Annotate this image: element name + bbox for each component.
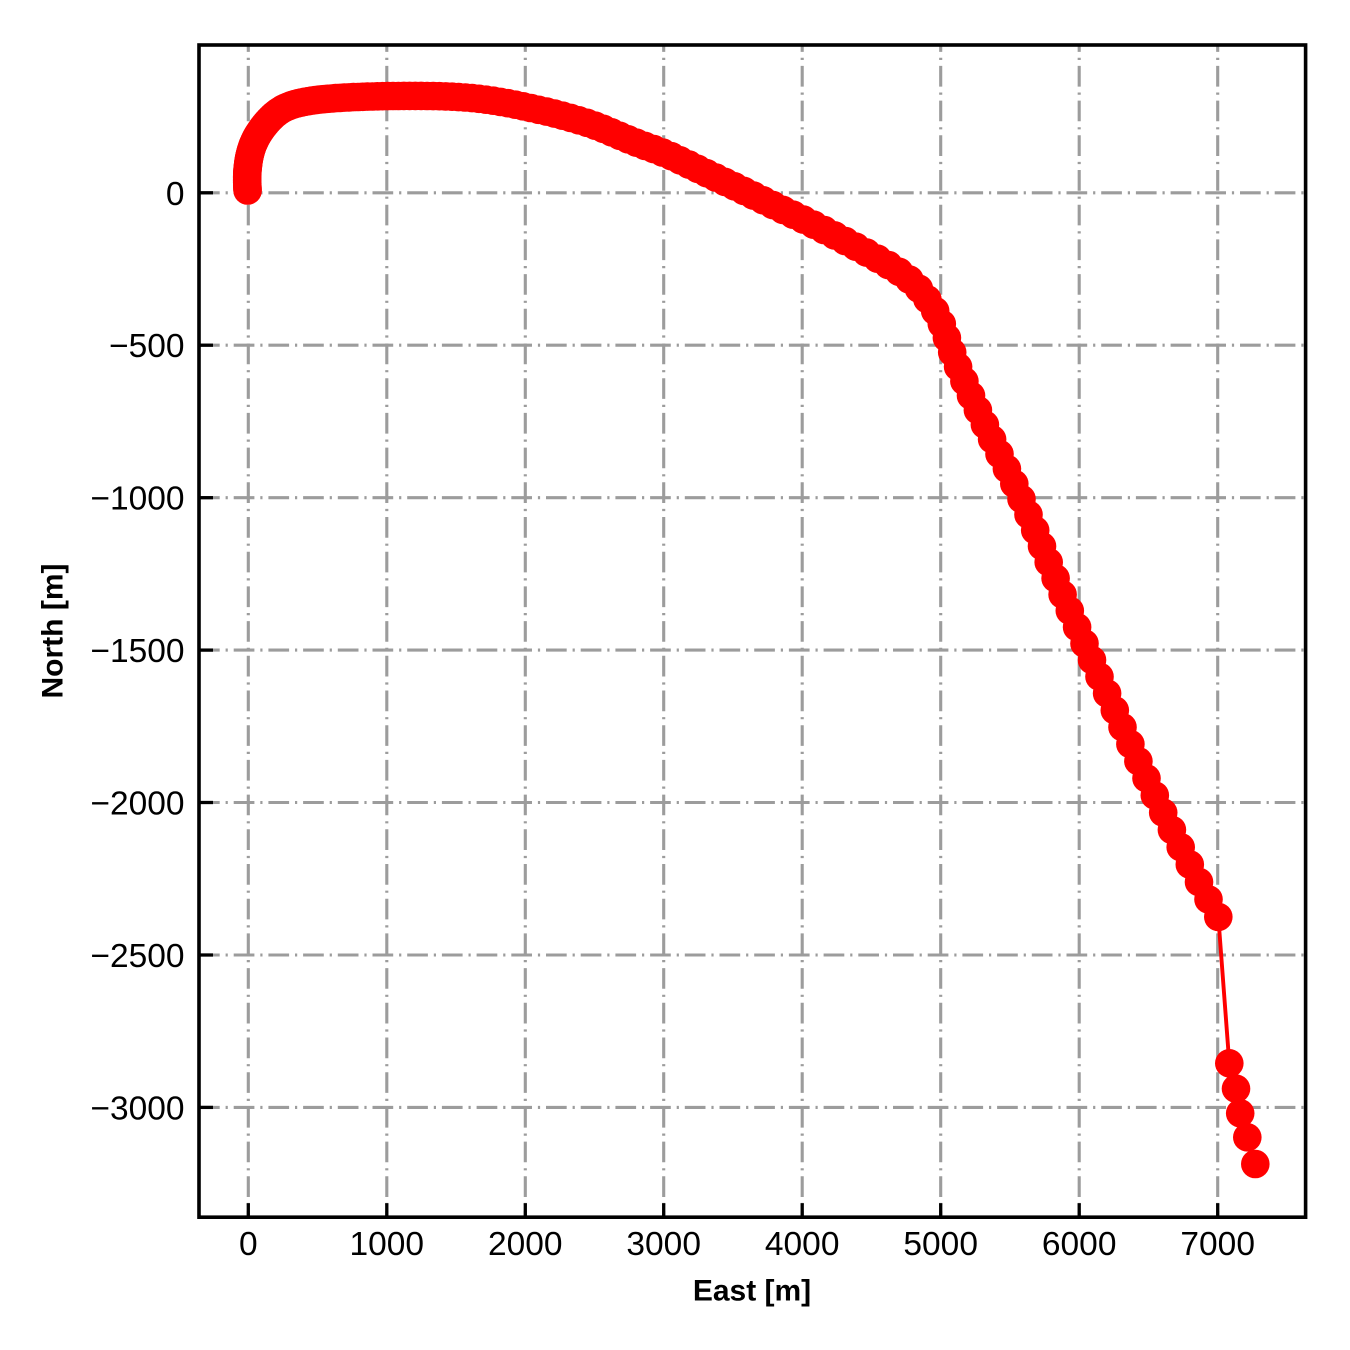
- svg-text:−2500: −2500: [90, 938, 184, 975]
- svg-text:North [m]: North [m]: [37, 564, 70, 699]
- svg-text:−1000: −1000: [90, 481, 184, 518]
- svg-text:5000: 5000: [903, 1226, 978, 1263]
- svg-text:−1500: −1500: [90, 633, 184, 670]
- svg-text:1000: 1000: [350, 1226, 425, 1263]
- svg-text:−3000: −3000: [90, 1090, 184, 1127]
- svg-text:East [m]: East [m]: [693, 1274, 811, 1307]
- svg-text:3000: 3000: [626, 1226, 701, 1263]
- svg-text:4000: 4000: [765, 1226, 840, 1263]
- svg-text:7000: 7000: [1180, 1226, 1255, 1263]
- svg-text:0: 0: [166, 176, 185, 213]
- svg-text:2000: 2000: [488, 1226, 563, 1263]
- svg-text:0: 0: [239, 1226, 258, 1263]
- svg-text:6000: 6000: [1042, 1226, 1117, 1263]
- svg-text:−2000: −2000: [90, 786, 184, 823]
- svg-text:−500: −500: [109, 328, 184, 365]
